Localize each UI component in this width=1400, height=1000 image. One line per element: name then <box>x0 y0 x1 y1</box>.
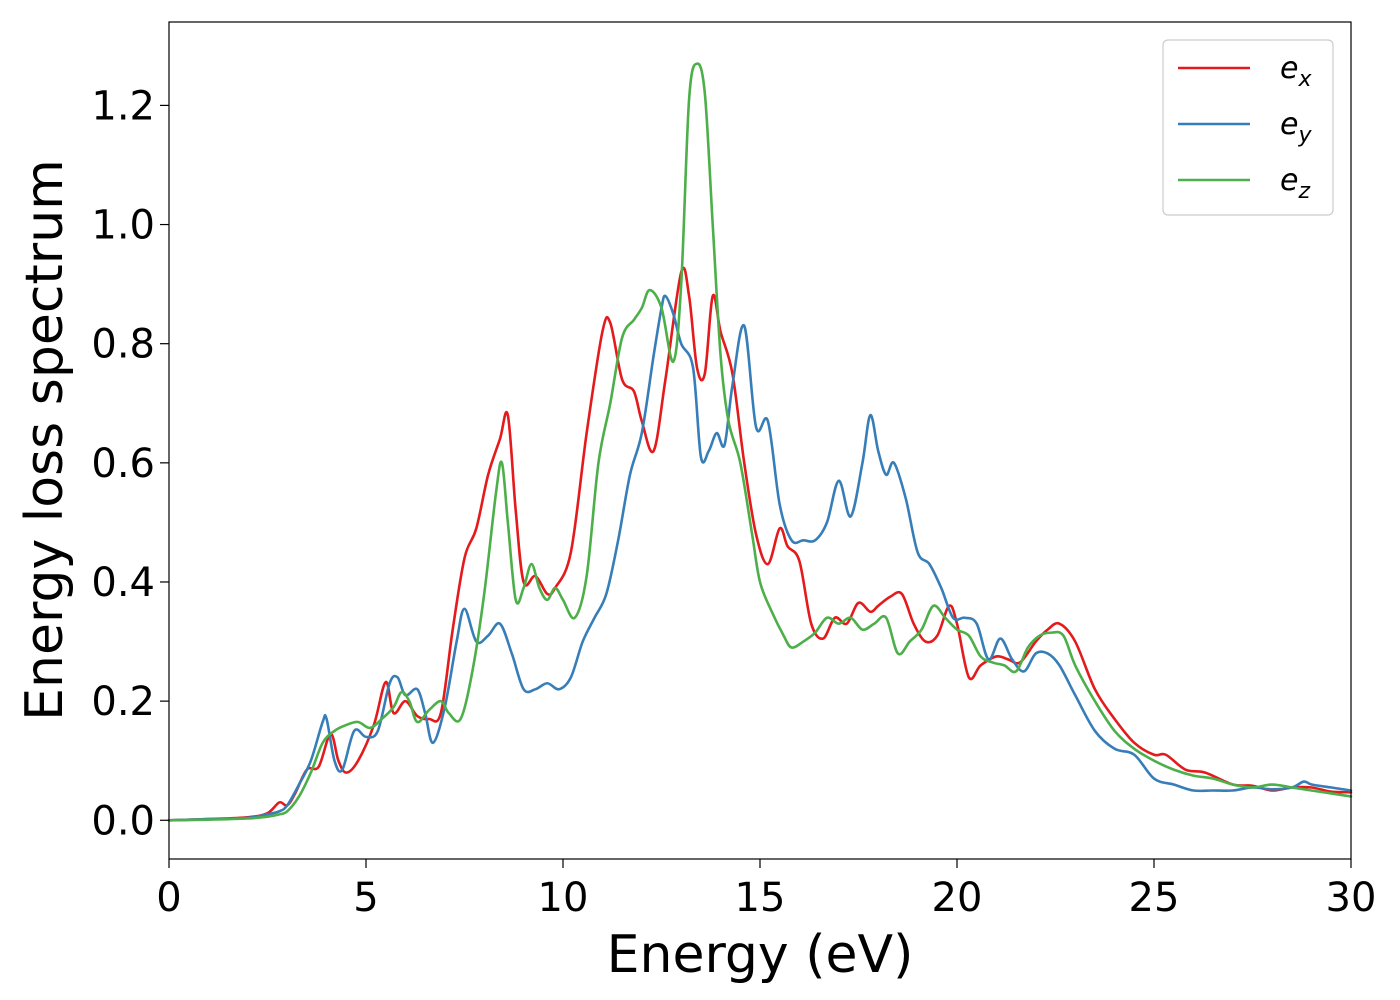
series-layer <box>167 62 1353 822</box>
x-tick-label: 25 <box>1129 875 1180 921</box>
series-line-z <box>167 62 1353 822</box>
legend-label-base: e <box>1280 163 1298 198</box>
x-tick-label: 10 <box>538 875 589 921</box>
x-tick-label: 15 <box>735 875 786 921</box>
legend-label-subscript: x <box>1297 67 1312 92</box>
y-tick-label: 1.2 <box>91 83 155 129</box>
y-tick-label: 0.6 <box>91 441 155 487</box>
legend-label-base: e <box>1280 51 1298 86</box>
y-tick-label: 0.8 <box>91 322 155 368</box>
x-tick-label: 30 <box>1326 875 1377 921</box>
legend-label-x: ex <box>1280 51 1312 92</box>
plot-area <box>169 22 1351 859</box>
y-tick-label: 1.0 <box>91 203 155 249</box>
legend-label-subscript: y <box>1297 123 1312 148</box>
series-line-y <box>167 294 1353 822</box>
y-axis-ticks: 0.0 0.2 0.4 0.6 0.8 1.0 1.2 <box>91 83 169 844</box>
legend-box <box>1162 39 1334 216</box>
x-tick-label: 0 <box>156 875 181 921</box>
x-tick-label: 5 <box>353 875 378 921</box>
legend-label-base: e <box>1280 107 1298 142</box>
legend-label-subscript: z <box>1297 179 1310 204</box>
x-tick-label: 20 <box>932 875 983 921</box>
x-axis-ticks: 0 5 10 15 20 25 30 <box>156 859 1376 921</box>
y-tick-label: 0.2 <box>91 679 155 725</box>
x-axis-label: Energy (eV) <box>607 925 914 985</box>
legend-label-z: ez <box>1280 163 1310 204</box>
y-axis-label: Energy loss spectrum <box>15 159 75 721</box>
series-line-x <box>167 266 1353 822</box>
legend-label-y: ey <box>1280 107 1312 148</box>
y-tick-label: 0.0 <box>91 798 155 844</box>
y-tick-label: 0.4 <box>91 560 155 606</box>
